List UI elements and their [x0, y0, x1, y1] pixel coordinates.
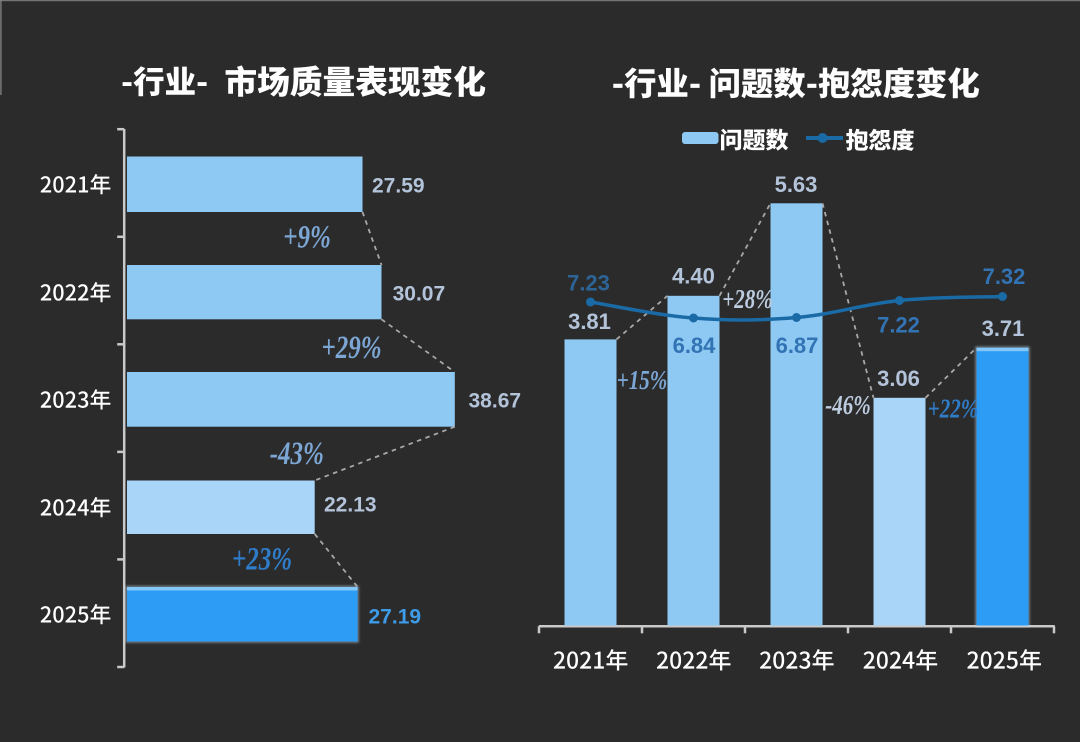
svg-text:7.23: 7.23 [567, 271, 610, 296]
svg-text:+9%: +9% [283, 219, 331, 255]
svg-text:+15%: +15% [617, 365, 667, 395]
svg-text:38.67: 38.67 [469, 390, 522, 413]
svg-text:+29%: +29% [321, 330, 381, 366]
svg-text:3.81: 3.81 [568, 309, 611, 334]
svg-text:3.71: 3.71 [982, 316, 1025, 341]
svg-text:4.40: 4.40 [672, 264, 715, 289]
svg-text:27.19: 27.19 [369, 605, 422, 628]
svg-text:6.87: 6.87 [776, 333, 819, 358]
svg-text:5.63: 5.63 [775, 172, 818, 197]
svg-text:7.32: 7.32 [983, 264, 1026, 289]
svg-text:-46%: -46% [825, 390, 870, 420]
svg-text:6.84: 6.84 [673, 333, 717, 358]
svg-text:+22%: +22% [928, 394, 978, 424]
svg-text:+23%: +23% [232, 542, 292, 578]
svg-text:7.22: 7.22 [877, 312, 920, 337]
svg-text:3.06: 3.06 [877, 366, 920, 391]
svg-text:-43%: -43% [270, 436, 324, 472]
svg-text:+28%: +28% [722, 284, 772, 314]
svg-text:30.07: 30.07 [393, 282, 446, 305]
svg-text:22.13: 22.13 [324, 493, 377, 516]
svg-text:27.59: 27.59 [372, 175, 425, 198]
